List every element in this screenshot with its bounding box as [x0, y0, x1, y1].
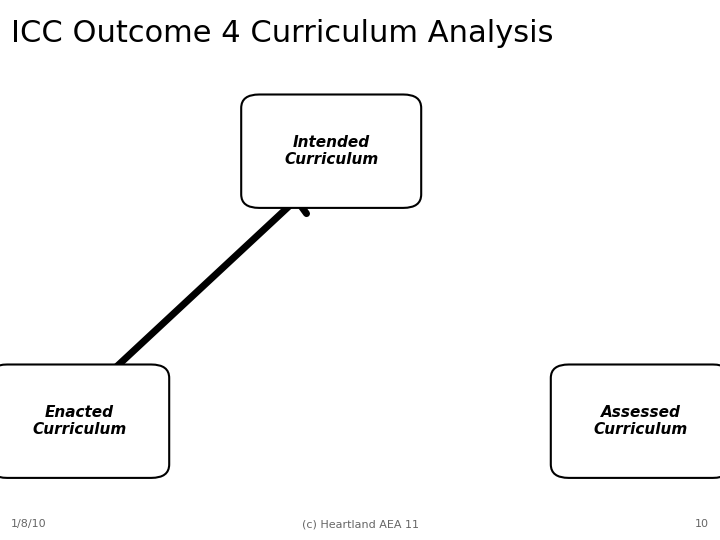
FancyBboxPatch shape [551, 364, 720, 478]
Text: Assessed
Curriculum: Assessed Curriculum [594, 405, 688, 437]
Text: ICC Outcome 4 Curriculum Analysis: ICC Outcome 4 Curriculum Analysis [11, 19, 553, 48]
Text: Enacted
Curriculum: Enacted Curriculum [32, 405, 126, 437]
FancyBboxPatch shape [241, 94, 421, 208]
Text: (c) Heartland AEA 11: (c) Heartland AEA 11 [302, 519, 418, 529]
FancyBboxPatch shape [0, 364, 169, 478]
Text: Intended
Curriculum: Intended Curriculum [284, 135, 378, 167]
Text: 10: 10 [696, 519, 709, 529]
Text: 1/8/10: 1/8/10 [11, 519, 46, 529]
